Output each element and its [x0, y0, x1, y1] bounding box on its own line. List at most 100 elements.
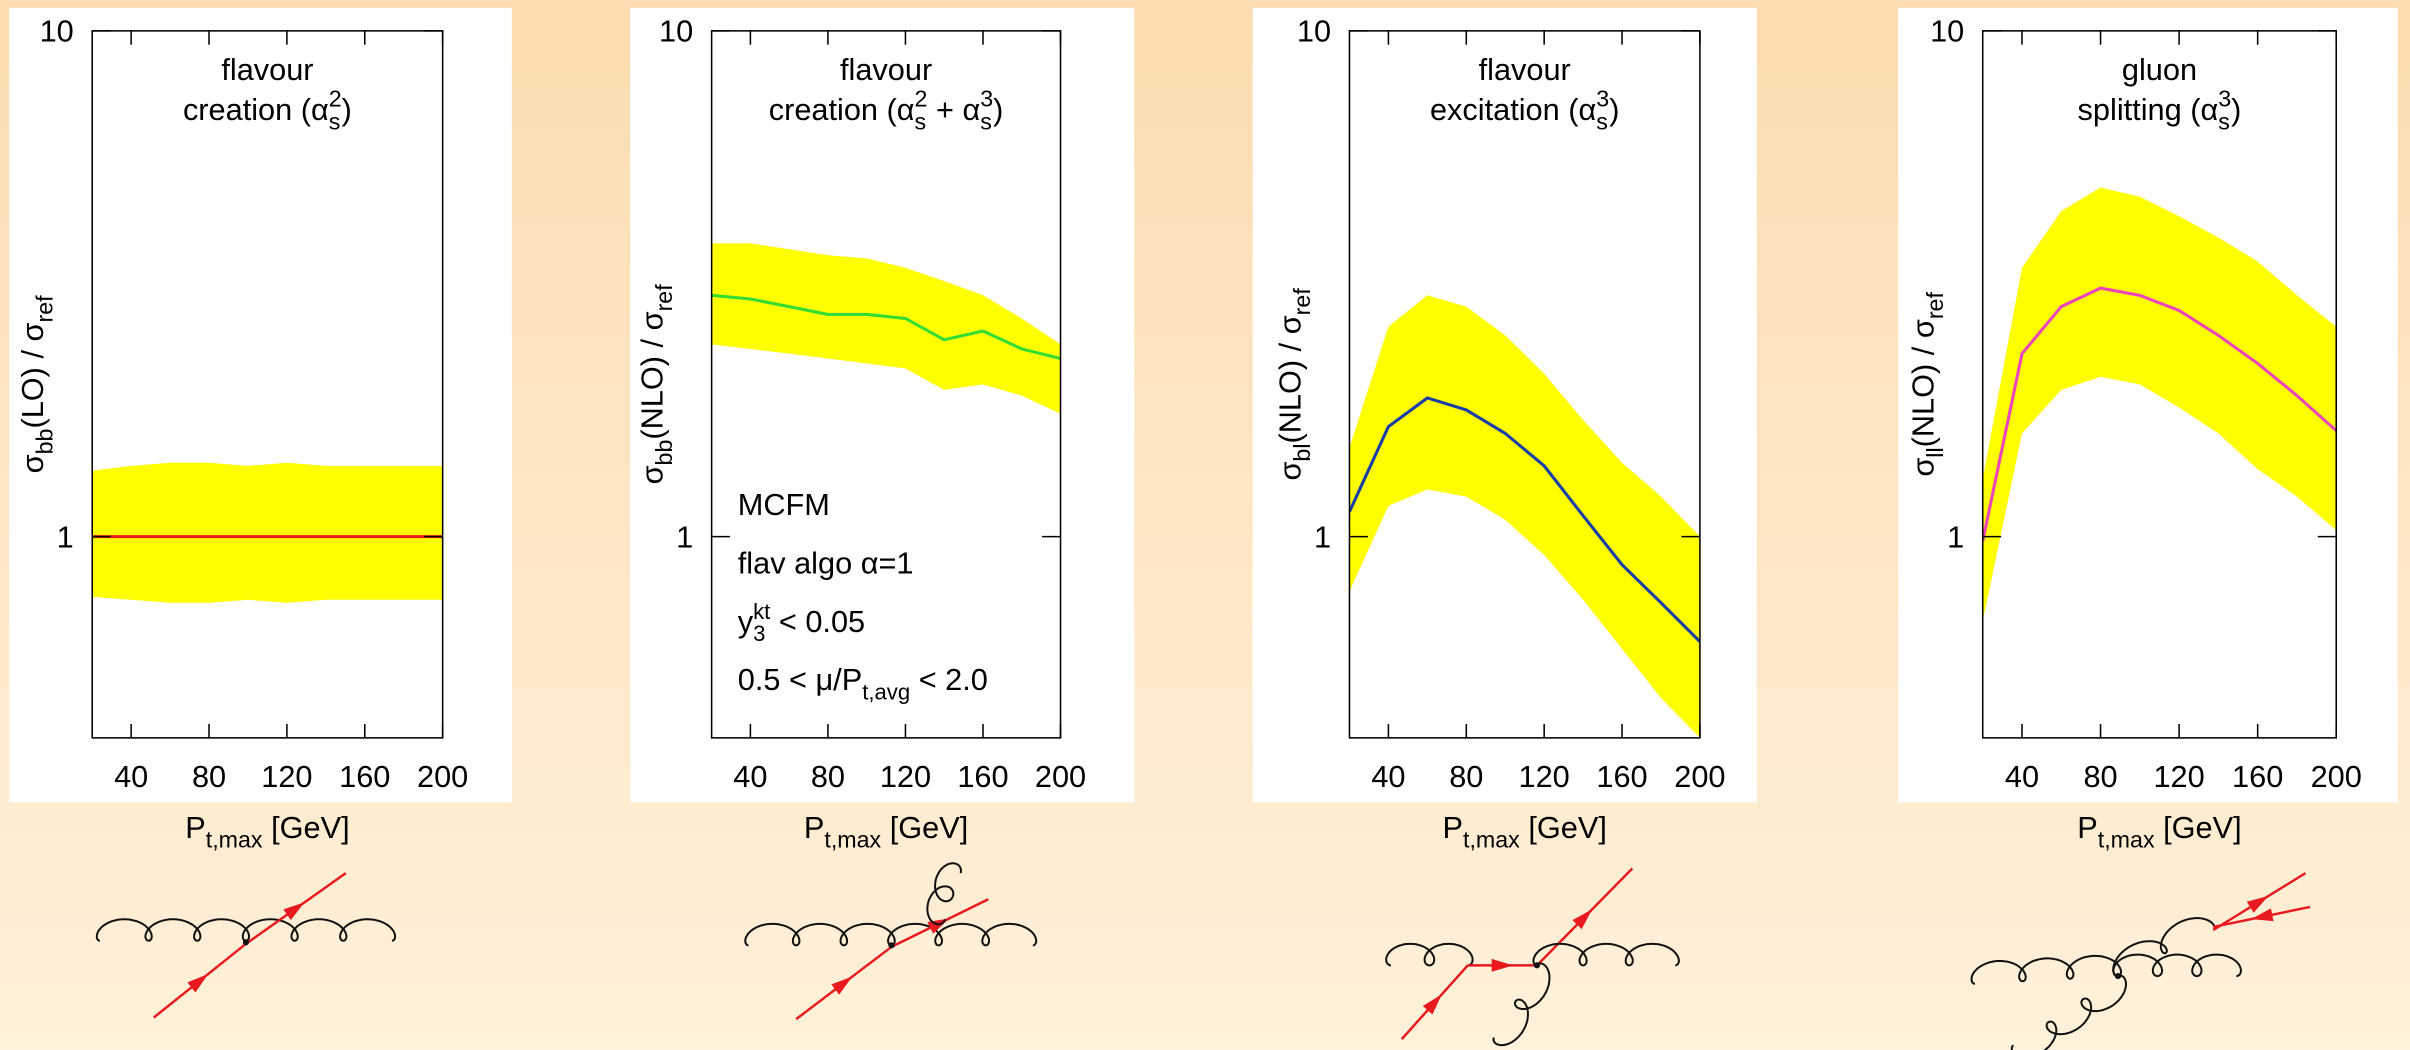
gluon	[926, 862, 963, 926]
x-tick-label: 40	[1371, 759, 1405, 794]
y-axis-label: σbb(NLO) / σref	[634, 284, 677, 485]
x-tick-label: 200	[417, 759, 468, 794]
chart-title: excitation (αs3)	[1430, 85, 1619, 134]
y-axis-label-sub: bb	[651, 440, 677, 466]
plot-frame	[1348, 30, 1701, 739]
chart-title: flavour	[1479, 52, 1571, 87]
annotation: MCFM	[738, 487, 830, 522]
x-axis-label: Pt,max [GeV]	[1443, 810, 1607, 853]
x-tick-label: 40	[114, 759, 148, 794]
x-tick-label: 80	[1449, 759, 1483, 794]
x-axis-label-sub: t,max	[824, 826, 881, 852]
plot-frame	[91, 30, 444, 739]
x-axis-label-part: P	[804, 810, 825, 845]
uncertainty-band	[1349, 295, 1700, 738]
gluon	[241, 918, 397, 942]
x-tick-label: 80	[2083, 759, 2117, 794]
chart-title-part: creation (α	[769, 92, 915, 127]
x-tick-label: 80	[192, 759, 226, 794]
gluon	[95, 918, 250, 942]
chart-title-part: flavour	[1479, 52, 1571, 87]
chart-title-part: + α	[927, 92, 980, 127]
gluon	[887, 922, 1038, 947]
gluon	[2112, 917, 2216, 978]
chart-title-sub: s	[329, 109, 341, 135]
chart-title: flavour	[221, 52, 313, 87]
uncertainty-band	[711, 243, 1061, 414]
chart-title-part: )	[993, 92, 1003, 127]
chart-title-part: flavour	[221, 52, 313, 87]
y-tick-label: 1	[57, 519, 74, 554]
chart-title-sub: s	[980, 109, 992, 135]
annotation-sub: t,avg	[862, 679, 910, 704]
y-tick-label: 1	[1314, 519, 1331, 554]
arrow	[1491, 958, 1514, 972]
chart-title-sup: 3	[980, 85, 993, 111]
chart-title-sup: 2	[915, 85, 928, 111]
y-tick-label: 1	[676, 519, 693, 554]
y-axis-label-part: σ	[15, 454, 50, 473]
x-tick-label: 160	[2232, 759, 2283, 794]
y-axis-label-part: (NLO) / σ	[634, 311, 669, 439]
x-tick-label: 120	[1519, 759, 1570, 794]
arrow	[187, 973, 209, 993]
gluon	[1385, 942, 1474, 967]
plot-frame	[710, 30, 1062, 739]
chart-title-sup: 3	[2218, 85, 2231, 111]
y-tick-label: 10	[40, 14, 74, 49]
x-axis-label-part: [GeV]	[1520, 810, 1607, 845]
x-tick-label: 120	[2153, 759, 2204, 794]
chart-title-part: flavour	[840, 52, 932, 87]
chart-title-part: splitting (α	[2078, 92, 2219, 127]
x-axis-label-part: P	[2077, 810, 2098, 845]
chart-title: splitting (αs3)	[2078, 85, 2242, 134]
chart-title-part: )	[2231, 92, 2241, 127]
y-axis-label: σbl(NLO) / σref	[1272, 288, 1315, 481]
x-axis-label-part: [GeV]	[2155, 810, 2242, 845]
y-axis-label: σbb(LO) / σref	[15, 295, 58, 473]
central-line	[711, 293, 1061, 360]
y-axis-label-sub: ll	[1922, 447, 1948, 457]
chart-title-sup: 3	[1596, 85, 1609, 111]
gluon	[744, 922, 896, 947]
uncertainty-band	[1982, 187, 2337, 622]
x-axis-label-sub: t,max	[2098, 826, 2155, 852]
x-tick-label: 80	[811, 759, 845, 794]
arrow	[1422, 994, 1442, 1015]
annotation-part: < 0.05	[770, 604, 865, 639]
y-axis-label-sub: ref	[651, 284, 677, 312]
plot-frame	[1981, 30, 2337, 739]
x-axis-label: Pt,max [GeV]	[185, 810, 349, 853]
chart-title-part: )	[342, 92, 352, 127]
annotation-part: < 2.0	[910, 662, 988, 697]
arrow	[2251, 908, 2274, 922]
chart-title-sub: s	[915, 109, 927, 135]
chart-title-part: )	[1609, 92, 1619, 127]
y-tick-label: 10	[1930, 14, 1964, 49]
chart-title-sub: s	[2218, 109, 2230, 135]
y-axis-label: σll(NLO) / σref	[1906, 292, 1949, 477]
x-tick-label: 40	[733, 759, 767, 794]
y-axis-label-part: (LO) / σ	[15, 322, 50, 428]
chart-title: gluon	[2122, 52, 2197, 87]
central-line	[1982, 286, 2337, 542]
y-axis-label-part: σ	[634, 465, 669, 484]
annotation: y3kt < 0.05	[738, 599, 865, 646]
arrow	[1572, 909, 1593, 930]
annotation-part: 0.5 < μ/P	[738, 662, 862, 697]
vertex	[888, 942, 895, 949]
y-tick-label: 1	[1947, 519, 1964, 554]
y-tick-label: 10	[1297, 14, 1331, 49]
y-axis-label-sub: bl	[1289, 443, 1315, 461]
y-axis-label-part: (NLO) / σ	[1906, 319, 1941, 447]
gluon	[1492, 962, 1551, 1047]
y-axis-label-part: σ	[1906, 458, 1941, 477]
gluon	[1970, 954, 2123, 985]
vertex	[242, 939, 249, 946]
y-axis-label-part: σ	[1272, 462, 1307, 481]
chart-title-part: creation (α	[183, 92, 329, 127]
x-tick-label: 200	[2311, 759, 2362, 794]
annotation-sup: kt	[753, 599, 770, 624]
x-axis-label: Pt,max [GeV]	[804, 810, 968, 853]
